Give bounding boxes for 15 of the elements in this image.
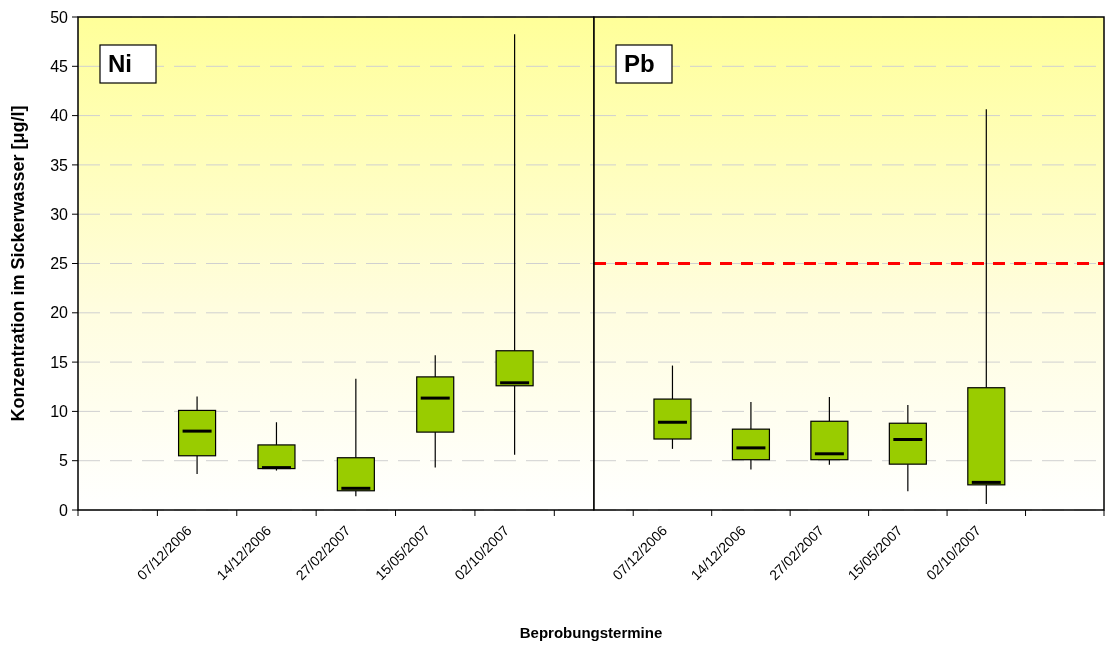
y-axis-title: Konzentration im Sickerwasser [μg/l] bbox=[8, 105, 28, 422]
text: Pb bbox=[624, 50, 655, 78]
y-tick-label: 25 bbox=[50, 255, 69, 273]
x-axis-title: Beprobungstermine bbox=[519, 624, 663, 641]
y-tick-label: 45 bbox=[50, 57, 69, 75]
y-tick-label: 30 bbox=[50, 205, 69, 223]
y-tick-label: 50 bbox=[50, 8, 69, 26]
y-tick-label: 35 bbox=[50, 156, 69, 174]
y-tick-label: 5 bbox=[59, 452, 69, 470]
y-tick-label: 40 bbox=[50, 107, 69, 125]
y-tick-label: 10 bbox=[50, 403, 69, 420]
y-tick-label: 20 bbox=[50, 304, 69, 322]
y-tick-label: 0 bbox=[59, 501, 69, 519]
text: Ni bbox=[108, 50, 132, 78]
y-tick-label: 15 bbox=[50, 353, 69, 371]
